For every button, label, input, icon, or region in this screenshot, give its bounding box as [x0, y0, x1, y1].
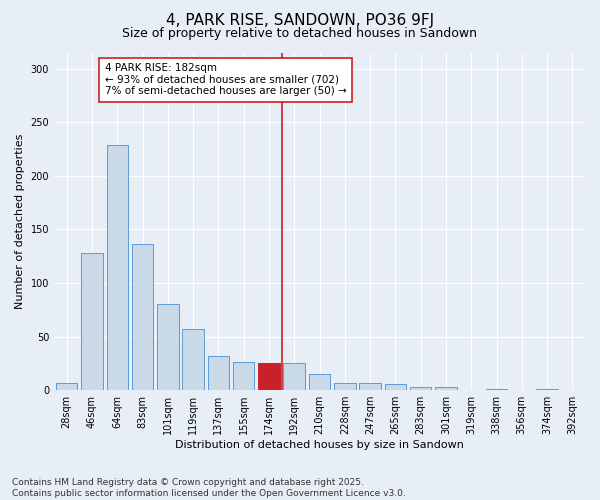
X-axis label: Distribution of detached houses by size in Sandown: Distribution of detached houses by size … — [175, 440, 464, 450]
Bar — [182, 329, 204, 390]
Bar — [334, 382, 356, 390]
Y-axis label: Number of detached properties: Number of detached properties — [15, 134, 25, 309]
Text: Size of property relative to detached houses in Sandown: Size of property relative to detached ho… — [122, 28, 478, 40]
Text: Contains HM Land Registry data © Crown copyright and database right 2025.
Contai: Contains HM Land Registry data © Crown c… — [12, 478, 406, 498]
Bar — [157, 304, 179, 390]
Bar — [359, 382, 381, 390]
Bar — [385, 384, 406, 390]
Bar — [435, 387, 457, 390]
Bar — [132, 244, 153, 390]
Bar — [536, 389, 558, 390]
Bar — [81, 253, 103, 390]
Text: 4 PARK RISE: 182sqm
← 93% of detached houses are smaller (702)
7% of semi-detach: 4 PARK RISE: 182sqm ← 93% of detached ho… — [104, 63, 346, 96]
Bar — [486, 389, 507, 390]
Bar — [233, 362, 254, 390]
Bar — [410, 387, 431, 390]
Bar — [283, 364, 305, 390]
Text: 4, PARK RISE, SANDOWN, PO36 9FJ: 4, PARK RISE, SANDOWN, PO36 9FJ — [166, 12, 434, 28]
Bar — [258, 364, 280, 390]
Bar — [309, 374, 330, 390]
Bar — [56, 382, 77, 390]
Bar — [208, 356, 229, 390]
Bar — [107, 144, 128, 390]
